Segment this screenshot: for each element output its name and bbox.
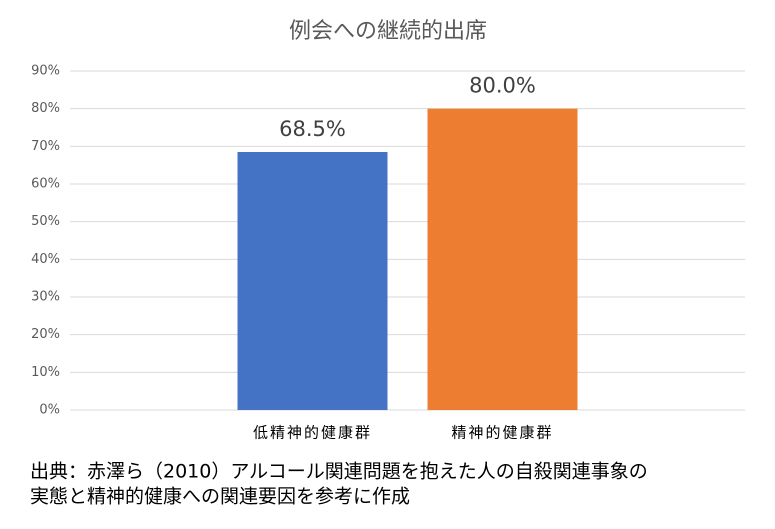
y-tick-label: 20% — [31, 327, 60, 342]
x-tick-label: 低精神的健康群 — [253, 424, 372, 442]
y-tick-label: 80% — [31, 101, 60, 116]
y-tick-label: 30% — [31, 290, 60, 305]
bar — [237, 151, 388, 410]
y-tick-label: 60% — [31, 177, 60, 192]
y-tick-label: 90% — [31, 64, 60, 79]
x-tick-label: 精神的健康群 — [451, 424, 553, 442]
data-label: 68.5% — [279, 117, 346, 141]
y-tick-label: 50% — [31, 214, 60, 229]
y-tick-label: 70% — [31, 139, 60, 154]
source-note: 実態と精神的健康への関連要因を参考に作成 — [30, 486, 410, 508]
y-tick-label: 10% — [31, 365, 60, 380]
data-label: 80.0% — [469, 74, 536, 98]
chart-title: 例会への継続的出席 — [289, 19, 487, 44]
source-note: 出典：赤澤ら（2010）アルコール関連問題を抱えた人の自殺関連事象の — [30, 461, 648, 483]
y-tick-label: 40% — [31, 252, 60, 267]
bar — [427, 108, 578, 411]
y-tick-label: 0% — [39, 403, 60, 418]
